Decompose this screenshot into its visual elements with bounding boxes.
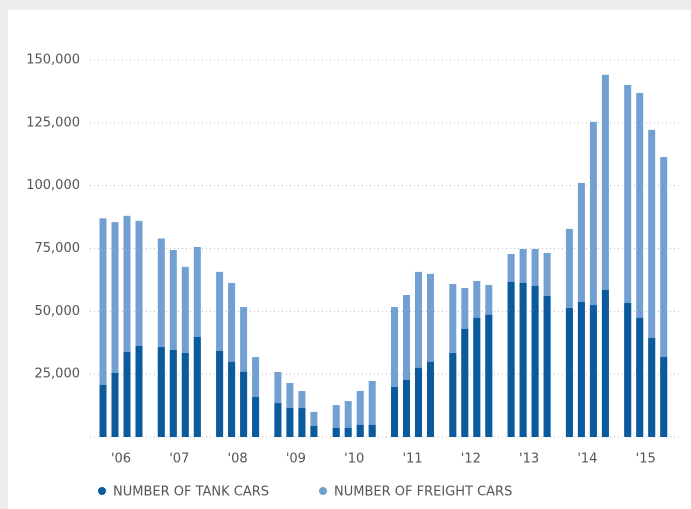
bar [157,347,165,437]
bar [601,74,609,437]
bar [507,281,515,437]
bar [310,425,318,437]
bar [228,282,236,437]
bar [310,411,318,437]
x-tick-label: '11 [402,452,422,467]
bar [157,238,165,437]
bar [624,303,632,437]
bar [601,289,609,437]
bar [415,367,422,437]
bar [252,397,260,437]
x-tick-label: '14 [577,452,597,467]
bar [660,357,668,437]
legend-swatch [98,487,106,495]
bar [648,337,656,437]
bar [461,328,469,437]
bar [240,371,248,437]
bar [332,405,340,437]
bar [99,218,107,437]
bar [123,352,131,437]
bar [427,273,434,437]
x-tick-label: '06 [111,452,131,467]
y-tick-label: 75,000 [35,241,81,256]
bar [344,401,352,437]
bar [286,408,294,437]
bar [519,282,527,437]
bar [449,353,457,437]
bar [403,379,410,437]
bar [228,361,236,437]
bar [427,361,434,437]
bar [216,351,224,437]
bar [169,350,177,437]
x-tick-label: '09 [286,452,306,467]
bar [589,121,597,437]
bar [577,302,585,437]
bar [169,250,177,437]
x-tick-label: '15 [636,452,656,467]
legend-label: NUMBER OF TANK CARS [113,485,269,500]
bar [648,129,656,437]
bar [660,157,668,438]
y-tick-label: 25,000 [35,367,81,382]
bar [368,424,376,437]
bar [99,384,107,437]
y-tick-label: 50,000 [35,304,81,319]
bar [415,271,422,437]
bar [181,266,189,437]
x-tick-label: '08 [228,452,248,467]
x-tick-label: '10 [344,452,364,467]
bar [589,305,597,437]
bar [473,317,481,437]
bar [391,386,398,437]
bar [193,336,201,437]
bar [111,222,119,437]
bar [391,307,398,437]
bar [332,427,340,437]
bar [543,296,551,437]
bar [181,353,189,437]
bar [344,427,352,437]
bar [135,220,143,437]
bar [274,403,282,437]
legend-swatch [319,487,327,495]
y-tick-label: 100,000 [26,178,80,193]
bar [356,391,364,437]
y-tick-label: 150,000 [26,53,80,68]
bar [356,424,364,437]
bar [636,92,644,437]
x-tick-label: '13 [519,452,539,467]
x-tick-label: '07 [169,452,189,467]
bar [298,408,306,437]
bar [135,346,143,437]
bar [485,314,493,437]
bar [403,294,410,437]
bar [111,372,119,437]
bar [531,285,539,437]
y-tick-label: 125,000 [26,115,80,130]
bar [123,215,131,437]
bar [624,84,632,437]
bar [565,308,573,437]
bar [368,380,376,437]
legend-label: NUMBER OF FREIGHT CARS [334,485,512,500]
bar [636,317,644,437]
x-tick-label: '12 [461,452,481,467]
